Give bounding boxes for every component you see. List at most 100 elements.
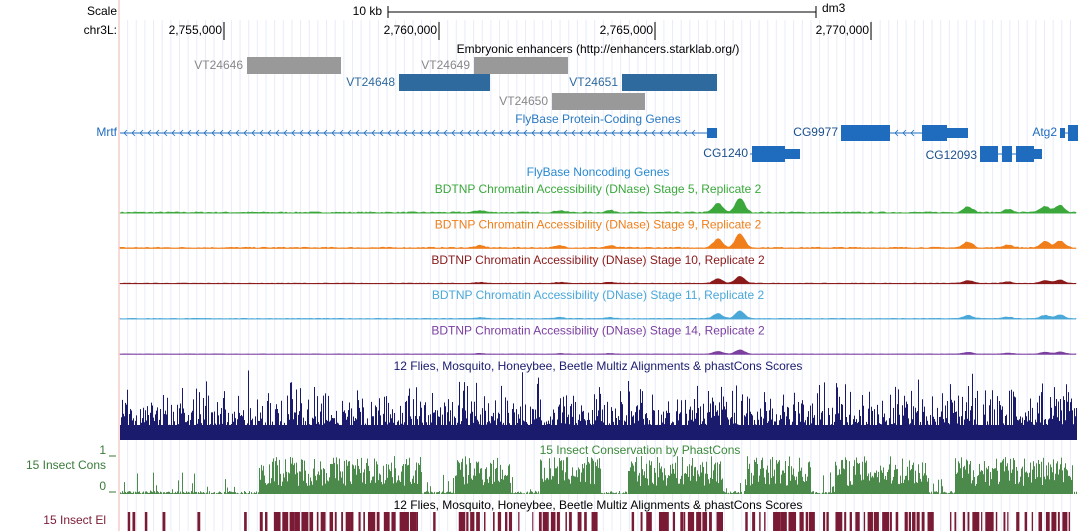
strand-arrow [195,129,200,137]
enhancer [247,57,341,74]
element [683,512,686,531]
element [363,512,365,531]
element [687,512,693,531]
element [334,512,337,531]
element [927,512,934,531]
conservation-bars [120,456,1077,494]
element [265,512,268,531]
strand-arrow [131,129,136,137]
element [759,512,761,531]
element [341,512,343,531]
scale-bar-label: 10 kb [353,4,383,18]
element [921,512,925,531]
strand-arrow [643,129,648,137]
element [696,512,702,531]
element [350,512,354,531]
element [282,512,287,531]
element [805,512,809,531]
strand-arrow [894,129,899,137]
axis-min: 0 [99,479,106,493]
element [399,512,407,531]
element [547,512,549,531]
strand-arrow [451,129,456,137]
strand-arrow [315,129,320,137]
element [433,512,436,531]
strand-arrow [187,129,192,137]
strand-arrow [179,129,184,137]
track-title: BDTNP Chromatin Accessibility (DNase) St… [431,323,765,337]
element [301,512,309,531]
strand-arrow [379,129,384,137]
track-title: BDTNP Chromatin Accessibility (DNase) St… [431,253,765,267]
exon [922,125,947,141]
element [497,512,502,531]
element [972,512,980,531]
element [882,512,890,531]
strand-arrow [635,129,640,137]
track-title: FlyBase Noncoding Genes [527,165,670,179]
ruler-label: 2,770,000 [816,23,870,37]
axis-max: 1 [99,443,106,457]
element [569,512,572,531]
strand-arrow [571,129,576,137]
element [780,512,787,531]
element [995,512,998,531]
strand-arrow [235,129,240,137]
exon [947,128,968,138]
element [954,512,957,531]
ruler-label: 2,765,000 [600,23,654,37]
element [773,512,780,531]
element [484,512,486,531]
track-title: 15 Insect Conservation by PhastCons [540,443,741,457]
strand-arrow [123,129,128,137]
element [985,512,993,531]
signal [119,233,1077,249]
element [144,512,148,531]
element [289,512,295,531]
exon [1068,125,1078,141]
strand-arrow [531,129,536,137]
ruler-label: 2,755,000 [169,23,223,37]
element [950,512,952,531]
track-title: Embryonic enhancers (http://enhancers.st… [457,42,740,56]
element [1007,512,1009,531]
enhancer-label: VT24650 [499,94,548,108]
element [405,512,409,531]
signal [119,275,1077,284]
gene-label: CG12093 [926,148,978,162]
element [470,512,475,531]
element [799,512,804,531]
element [565,512,567,531]
element [826,512,829,531]
element [286,512,289,531]
strand-arrow [603,129,608,137]
element [466,512,469,531]
element [646,512,651,531]
element [788,512,794,531]
element [709,512,712,531]
track-title: BDTNP Chromatin Accessibility (DNase) St… [435,217,762,231]
element [855,512,860,531]
strand-arrow [651,129,656,137]
element [309,512,314,531]
element [672,512,676,531]
element [259,512,263,531]
element [912,512,916,531]
element [383,512,390,531]
element [476,512,480,531]
enhancer-label: VT24649 [421,58,470,72]
strand-arrow [611,129,616,137]
element [663,512,669,531]
enhancer [622,74,717,91]
element [908,512,911,531]
strand-arrow [147,129,152,137]
element [1024,512,1028,531]
element [358,512,361,531]
gene-label: CG9977 [793,125,838,139]
strand-arrow [331,129,336,137]
strand-arrow [595,129,600,137]
strand-arrow [347,129,352,137]
element [1051,512,1057,531]
element [792,512,797,531]
